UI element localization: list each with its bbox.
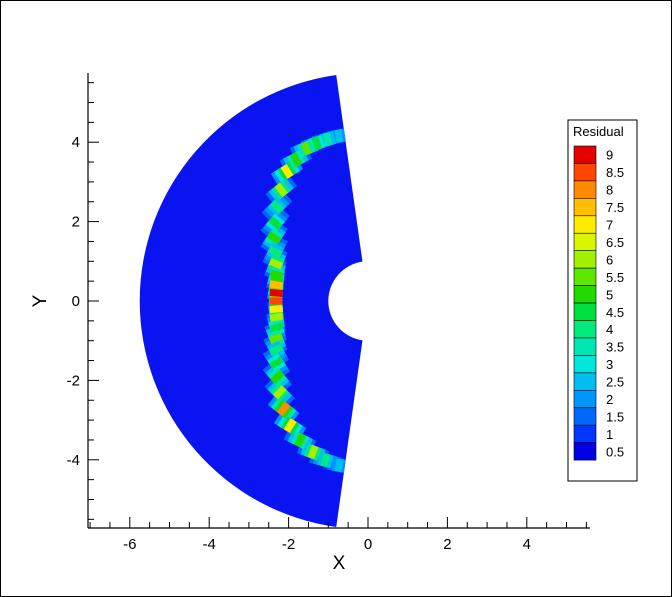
shock-cell (274, 182, 288, 198)
y-tick-label: -4 (67, 452, 80, 469)
x-tick-label: -4 (203, 536, 216, 553)
y-axis-title: Y (30, 294, 51, 307)
legend-swatch (573, 337, 597, 356)
legend-swatch (573, 389, 597, 409)
legend-swatch (573, 424, 597, 443)
legend-label: 4 (606, 322, 613, 337)
x-tick-label: 4 (523, 536, 531, 553)
legend-label: 6.5 (606, 235, 624, 250)
shock-cell (289, 152, 302, 167)
legend-label: 3.5 (606, 340, 624, 355)
shock-cell (269, 269, 284, 280)
shock-cell (270, 370, 285, 384)
legend-label: 9 (606, 148, 613, 163)
shock-cell (307, 444, 319, 460)
legend: Residual 9 8.5 8 7.5 7 6.5 6 5.5 5 4.5 4 3.5 3 2.5 2 1.… (567, 119, 638, 482)
legend-label: 2 (606, 392, 613, 407)
shock-cell (269, 356, 284, 370)
legend-swatch (573, 320, 597, 339)
legend-swatch (573, 442, 597, 461)
shock-cell (269, 304, 284, 314)
legend-swatch (573, 232, 597, 252)
legend-swatch (573, 215, 597, 234)
shock-cell (320, 452, 331, 468)
shock-cell (294, 432, 307, 448)
legend-label: 1.5 (606, 409, 624, 424)
legend-label: 6 (606, 252, 613, 267)
legend-label: 5.5 (606, 270, 624, 285)
x-axis-title: X (333, 553, 346, 574)
y-ticks: 4 2 0 -2 -4 (67, 82, 99, 520)
legend-swatch (573, 145, 597, 164)
legend-label: 3 (606, 357, 613, 372)
shock-cell (267, 245, 283, 258)
x-tick-label: 2 (443, 536, 451, 553)
legend-label: 5 (606, 287, 613, 302)
legend-swatch (573, 285, 597, 304)
shock-cell (269, 297, 283, 305)
legend-swatch (573, 163, 597, 182)
shock-cell (269, 288, 284, 298)
legend-label: 1 (606, 427, 613, 442)
legend-swatch (573, 355, 597, 374)
legend-swatch (573, 180, 597, 199)
shock-cell (268, 332, 284, 344)
x-tick-label: -2 (282, 536, 295, 553)
shock-cell (269, 280, 284, 290)
legend-swatch (573, 250, 597, 269)
legend-label: 8.5 (606, 165, 624, 180)
legend-items: 9 8.5 8 7.5 7 6.5 6 5.5 5 4.5 4 3.5 3 2.5 2 1.5 1 0.5 (573, 145, 624, 461)
shock-cell (311, 135, 323, 151)
shock-cell (300, 140, 312, 156)
shock-cell (276, 401, 291, 417)
domain-background (139, 74, 363, 528)
shock-cell (283, 418, 297, 433)
residual-field (139, 74, 363, 528)
y-tick-label: -2 (67, 372, 80, 389)
legend-title: Residual (573, 124, 624, 139)
shock-cell (322, 132, 333, 147)
shock-cell (268, 216, 283, 231)
legend-swatch (573, 407, 597, 426)
shock-cell (280, 164, 294, 179)
legend-swatch (573, 372, 597, 391)
y-tick-label: 0 (72, 293, 80, 310)
shock-band (260, 127, 355, 475)
shock-cell (268, 258, 284, 270)
shock-cell (266, 231, 282, 245)
x-tick-label: 0 (364, 536, 372, 553)
y-tick-label: 2 (72, 214, 80, 231)
legend-label: 2.5 (606, 375, 624, 390)
shock-cell (269, 199, 285, 214)
shock-cell (268, 343, 284, 356)
shock-cell (272, 385, 287, 400)
legend-swatch (573, 198, 597, 217)
legend-label: 7 (606, 218, 613, 233)
x-tick-label: -6 (123, 536, 136, 553)
legend-label: 8 (606, 183, 613, 198)
shock-cell (334, 458, 344, 473)
shock-cell (269, 312, 284, 322)
legend-label: 7.5 (606, 200, 624, 215)
x-ticks: -6 -4 -2 0 2 4 (89, 517, 587, 553)
legend-label: 0.5 (606, 444, 624, 459)
y-tick-label: 4 (72, 134, 80, 151)
legend-label: 4.5 (606, 305, 624, 320)
axes: -6 -4 -2 0 2 4 4 2 0 -2 -4 X Y (30, 73, 590, 574)
shock-cell (269, 322, 284, 333)
legend-swatch (573, 302, 597, 321)
shock-cell (334, 129, 344, 144)
legend-swatch (573, 267, 597, 286)
